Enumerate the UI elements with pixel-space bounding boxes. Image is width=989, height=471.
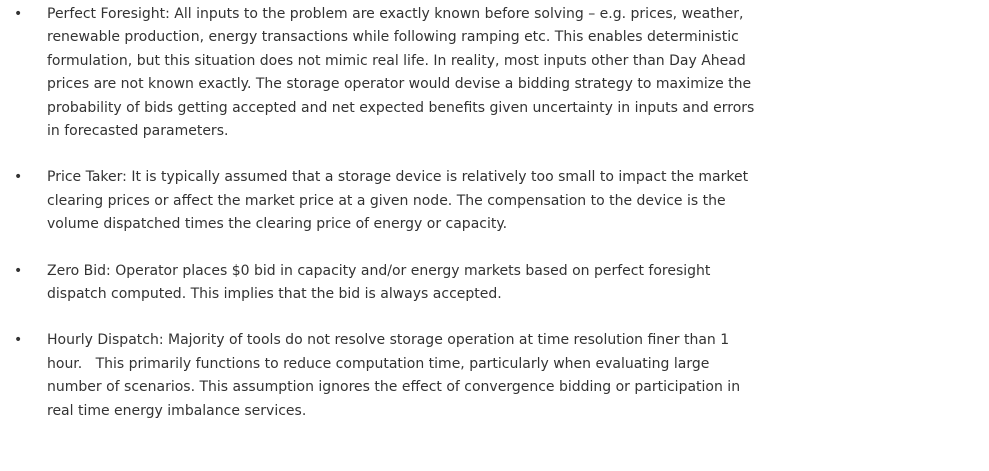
text-line: prices are not known exactly. The storag… <box>47 76 752 93</box>
text-line: dispatch computed. This implies that the… <box>47 286 502 303</box>
text-line: formulation, but this situation does not… <box>47 52 746 69</box>
text-line: in forecasted parameters. <box>47 123 229 140</box>
list-item: • Perfect Foresight: All inputs to the pr… <box>0 3 989 143</box>
text-line: Perfect Foresight: All inputs to the pro… <box>47 6 744 22</box>
text-line: Price Taker: It is typically assumed tha… <box>47 169 749 186</box>
bullet: • <box>14 6 23 22</box>
list-item: • Hourly Dispatch: Majority of tools do n… <box>0 329 989 423</box>
text-line: volume dispatched times the clearing pri… <box>47 216 508 233</box>
bullet: • <box>14 169 23 186</box>
text-line: probability of bids getting accepted and… <box>47 99 755 116</box>
bullet: • <box>14 332 23 349</box>
text-line: number of scenarios. This assumption ign… <box>47 379 741 396</box>
list-item: • Zero Bid: Operator places $0 bid in cap… <box>0 260 989 307</box>
text-line: Zero Bid: Operator places $0 bid in capa… <box>47 262 711 279</box>
bullet: • <box>14 262 23 279</box>
list-item: • Price Taker: It is typically assumed th… <box>0 166 989 236</box>
text-line: clearing prices or affect the market pri… <box>47 192 726 209</box>
text-line: hour. This primarily functions to reduce… <box>47 355 710 372</box>
text-line: Hourly Dispatch: Majority of tools do no… <box>47 332 730 349</box>
text-line: renewable production, energy transaction… <box>47 29 739 46</box>
text-line: real time energy imbalance services. <box>47 402 307 419</box>
